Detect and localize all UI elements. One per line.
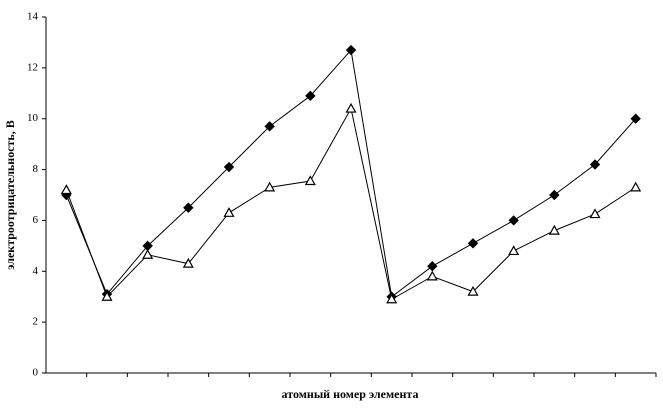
y-axis-label: электроотрицательность, В <box>3 120 17 270</box>
diamond-marker <box>305 90 316 102</box>
diamond-marker <box>589 159 601 170</box>
triangle-marker <box>345 102 357 113</box>
y-tick-label: 2 <box>33 316 39 328</box>
triangle-marker <box>386 293 398 304</box>
triangle-marker <box>426 270 438 281</box>
diamond-marker <box>467 238 479 249</box>
triangle-marker <box>589 208 601 219</box>
y-tick-label: 0 <box>33 367 39 379</box>
diamond-marker <box>345 44 357 56</box>
triangle-marker <box>101 290 113 301</box>
y-tick-label: 6 <box>33 214 39 226</box>
triangle-marker <box>304 175 316 186</box>
triangle-marker <box>467 285 479 296</box>
y-tick-label: 10 <box>27 112 39 124</box>
triangle-marker <box>182 257 194 268</box>
diamond-marker <box>183 202 194 213</box>
y-tick-label: 8 <box>33 163 39 175</box>
triangle-marker <box>630 181 642 192</box>
y-tick-label: 4 <box>33 265 39 277</box>
series-line <box>65 48 637 298</box>
y-tick-label: 12 <box>27 61 38 73</box>
triangle-marker <box>142 249 154 259</box>
x-axis-label: атомный номер элемента <box>282 387 419 401</box>
series-line <box>65 107 636 301</box>
triangle-marker <box>264 181 276 192</box>
diamond-marker <box>427 260 438 272</box>
y-tick-label: 14 <box>27 11 39 23</box>
diamond-marker <box>508 215 519 226</box>
triangle-marker <box>508 245 520 256</box>
diamond-marker <box>223 161 235 173</box>
diamond-marker <box>630 113 641 124</box>
diamond-marker <box>264 121 275 132</box>
diamond-marker <box>549 189 560 201</box>
triangle-marker <box>60 184 72 195</box>
triangle-marker <box>548 224 560 235</box>
triangle-marker <box>223 207 235 217</box>
